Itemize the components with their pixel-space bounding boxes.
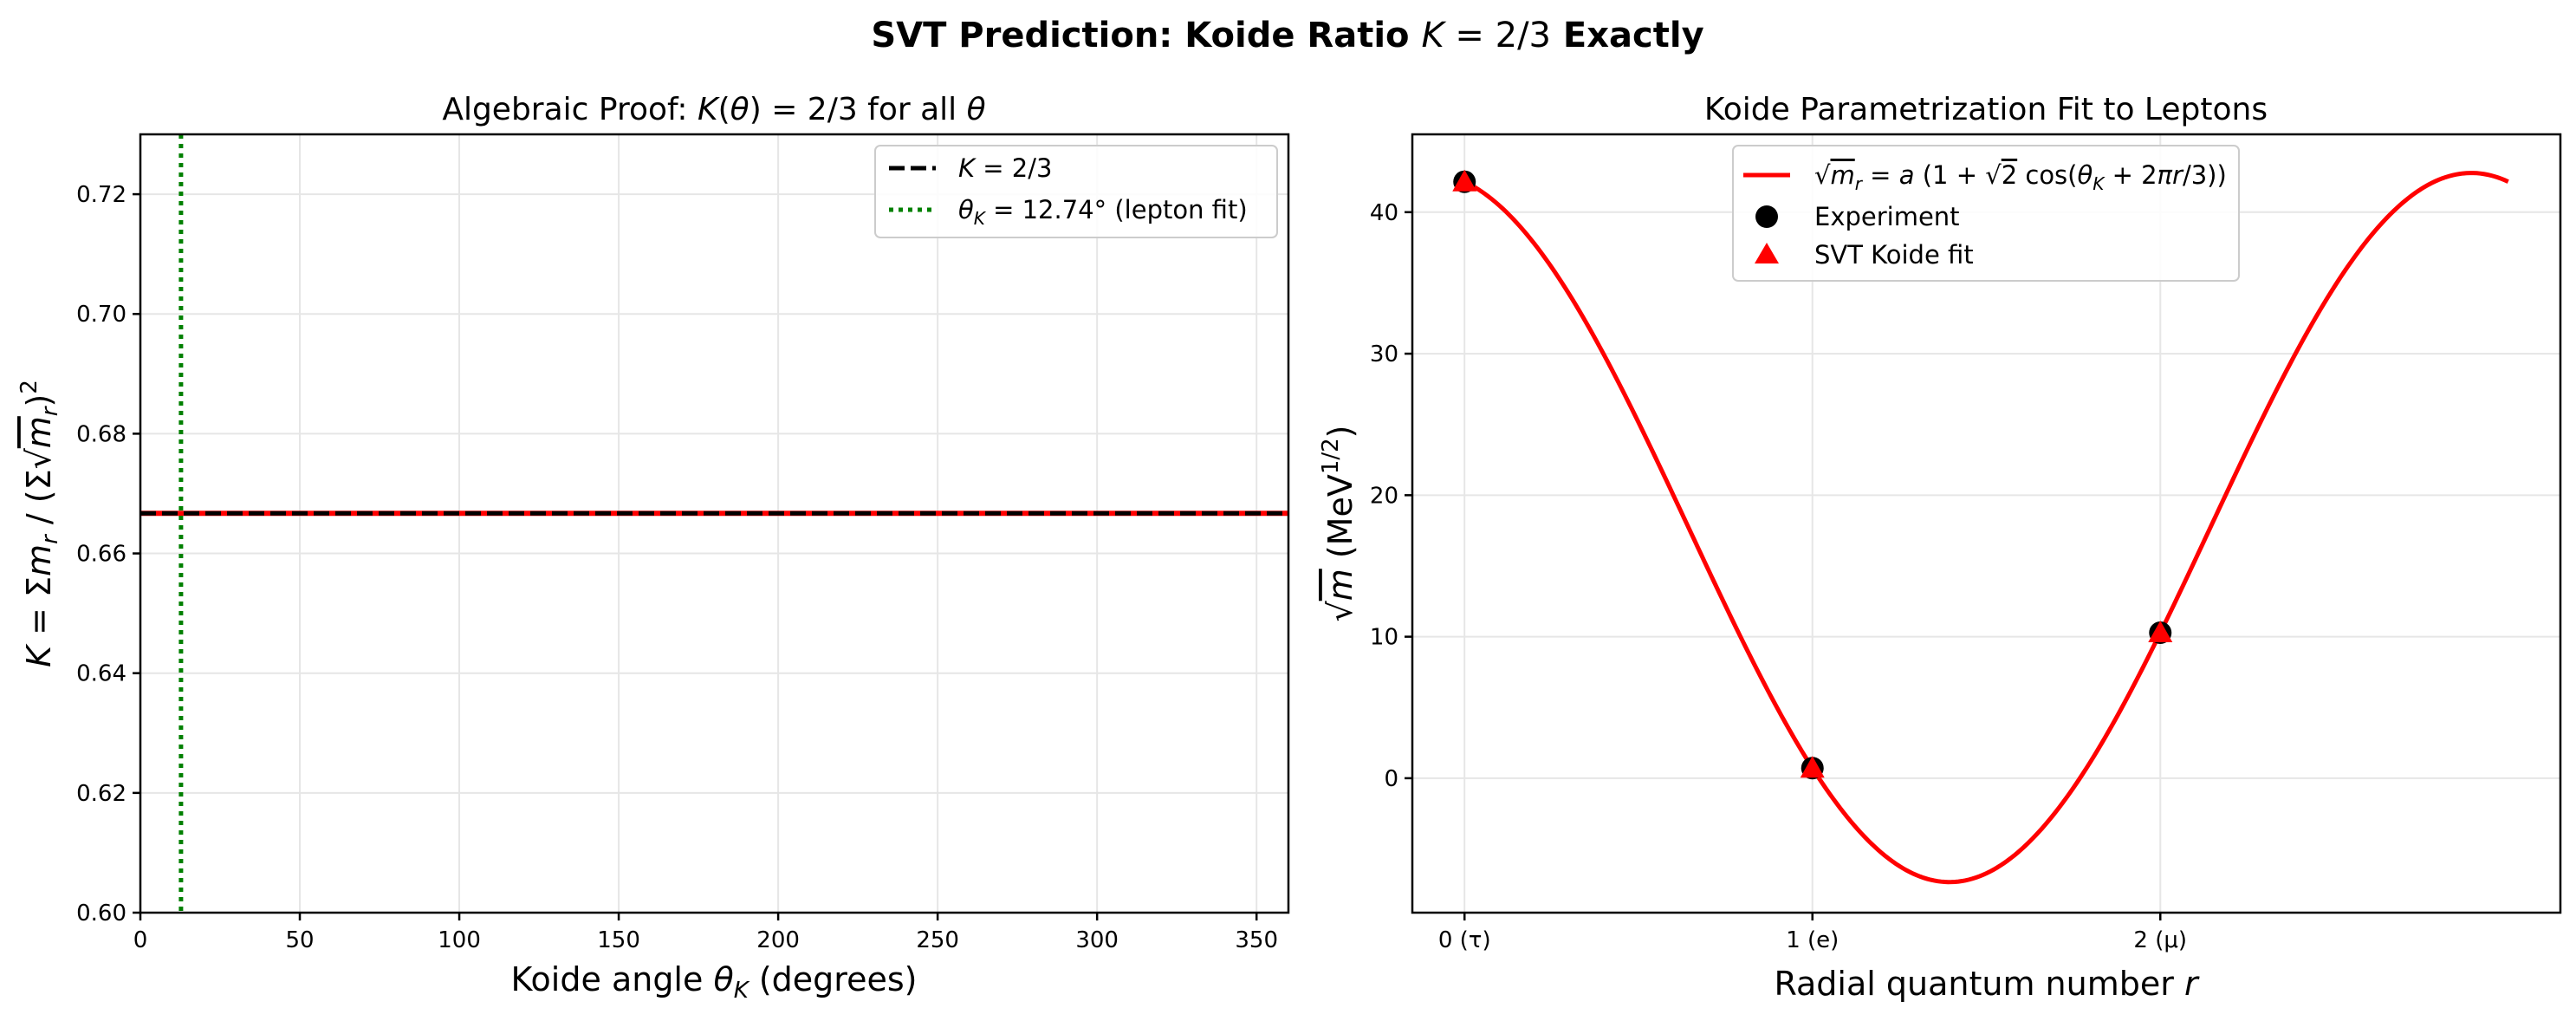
left-x-tick-label: 250 xyxy=(916,927,959,953)
right-plot-area xyxy=(1463,171,2509,885)
right-x-tick-label: 2 (μ) xyxy=(2133,927,2187,953)
legend-curve-label: √mr = a (1 + √2 cos(θK + 2πr/3)) xyxy=(1814,160,2227,194)
koide-fit-curve xyxy=(1463,171,2509,885)
right-legend-box xyxy=(1732,145,2240,282)
left-legend-box xyxy=(874,145,1278,238)
right-panel: Koide Parametrization Fit to Leptons 0 (… xyxy=(1318,92,2562,1003)
svt-fit-point xyxy=(1800,756,1825,778)
left-y-tick-label: 0.70 xyxy=(76,302,127,328)
right-y-tick-label: 0 xyxy=(1384,766,1398,792)
right-y-tick-label: 40 xyxy=(1370,200,1398,226)
left-legend: K = 2/3 θK = 12.74° (lepton fit) xyxy=(874,145,1278,238)
legend-theta-label: θK = 12.74° (lepton fit) xyxy=(958,195,1248,229)
left-y-tick-label: 0.64 xyxy=(76,661,127,687)
left-x-tick-label: 200 xyxy=(756,927,800,953)
left-y-tick-label: 0.60 xyxy=(76,901,127,927)
right-x-tick-label: 0 (τ) xyxy=(1438,927,1491,953)
left-x-tick-label: 100 xyxy=(438,927,481,953)
left-x-axis-label: Koide angle θK (degrees) xyxy=(511,960,918,1004)
left-x-tick-label: 50 xyxy=(285,927,314,953)
legend-experiment-marker xyxy=(1755,205,1778,228)
left-y-tick-label: 0.66 xyxy=(76,542,127,568)
left-y-tick-label: 0.72 xyxy=(76,182,127,208)
figure-suptitle: SVT Prediction: Koide Ratio K = 2/3 Exac… xyxy=(871,16,1703,55)
left-x-tick-label: 300 xyxy=(1075,927,1119,953)
svt-fit-point xyxy=(1452,169,1477,192)
right-y-axis-label: √m (MeV1/2) xyxy=(1318,426,1359,622)
legend-experiment-label: Experiment xyxy=(1814,202,1960,231)
right-ticks: 0 (τ) 1 (e) 2 (μ) 0 10 20 30 40 xyxy=(1370,200,2187,953)
legend-k-label: K = 2/3 xyxy=(958,153,1052,183)
right-y-tick-label: 30 xyxy=(1370,341,1398,367)
left-panel: Algebraic Proof: K(θ) = 2/3 for all θ 0 5… xyxy=(16,92,1290,1004)
right-y-tick-label: 10 xyxy=(1370,625,1398,651)
right-legend: √mr = a (1 + √2 cos(θK + 2πr/3)) Experim… xyxy=(1732,145,2240,282)
right-panel-title: Koide Parametrization Fit to Leptons xyxy=(1704,92,2268,127)
left-y-axis-label: K = Σmr / (Σ√mr)2 xyxy=(16,380,63,667)
svt-fit-point xyxy=(2148,621,2173,643)
right-axes-frame xyxy=(1411,133,2562,914)
left-y-tick-label: 0.68 xyxy=(76,421,127,447)
left-panel-title: Algebraic Proof: K(θ) = 2/3 for all θ xyxy=(442,92,985,127)
left-y-tick-label: 0.62 xyxy=(76,781,127,807)
left-x-tick-label: 350 xyxy=(1235,927,1278,953)
left-x-tick-label: 150 xyxy=(597,927,640,953)
legend-svt-label: SVT Koide fit xyxy=(1814,240,1974,270)
left-axes-frame xyxy=(139,133,1290,914)
left-gridlines xyxy=(140,134,1288,914)
left-plot-area xyxy=(140,134,1288,913)
right-x-axis-label: Radial quantum number r xyxy=(1774,965,2200,1003)
right-y-tick-label: 20 xyxy=(1370,483,1398,509)
right-markers xyxy=(1452,169,2173,780)
legend-svt-marker xyxy=(1755,243,1779,263)
left-x-tick-label: 0 xyxy=(133,927,148,953)
left-ticks: 0 50 100 150 200 250 300 350 0.60 0.62 0.64 0.66 0.6… xyxy=(76,182,1278,953)
right-x-tick-label: 1 (e) xyxy=(1786,927,1839,953)
